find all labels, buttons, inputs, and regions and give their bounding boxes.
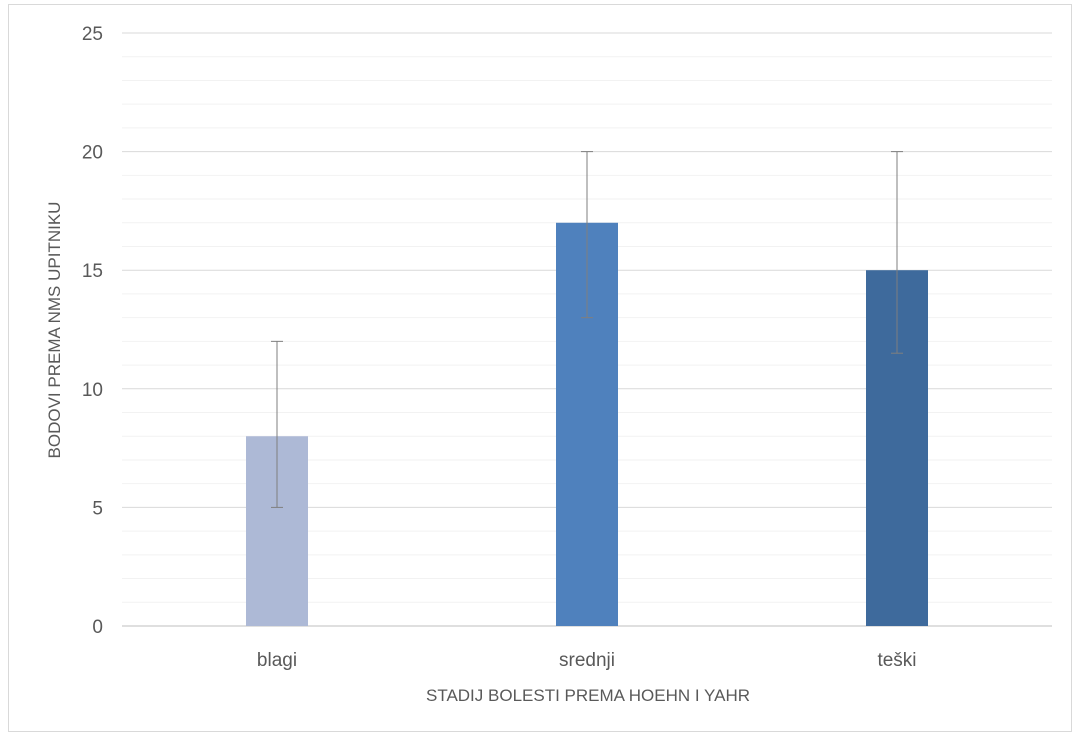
y-tick-label: 20 [82,143,103,164]
y-axis-tick-labels: 0 5 10 15 20 25 [82,24,103,638]
x-category-label: blagi [257,650,297,671]
x-category-label: teški [877,650,916,671]
bars [246,222,928,626]
x-category-label: srednji [559,650,615,671]
y-tick-label: 10 [82,380,103,401]
y-tick-label: 15 [82,261,103,282]
y-tick-label: 5 [92,498,103,519]
y-tick-label: 25 [82,24,103,45]
y-axis-title: BODOVI PREMA NMS UPITNIKU [45,202,64,459]
x-axis-title: STADIJ BOLESTI PREMA HOEHN I YAHR [426,686,750,705]
error-bars [271,151,903,508]
x-axis-category-labels: blagi srednji teški [257,650,917,671]
y-tick-label: 0 [92,617,103,638]
